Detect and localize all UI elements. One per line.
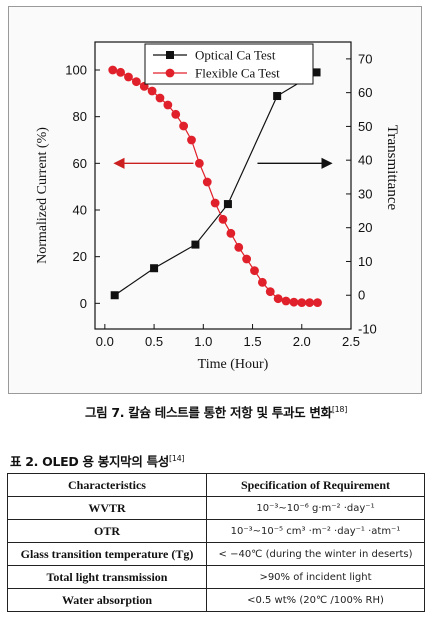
data-point-flexible xyxy=(257,277,267,287)
data-point-optical xyxy=(150,264,159,273)
table-row: WVTR 10⁻³~10⁻⁶ g·m⁻² ·day⁻¹ xyxy=(7,496,425,520)
header-characteristics: Characteristics xyxy=(7,473,207,497)
data-point-flexible xyxy=(108,65,118,75)
data-point-flexible xyxy=(305,298,315,308)
series-line-optical xyxy=(114,71,317,296)
x-tick-label: 1.0 xyxy=(194,334,212,349)
spec-table: Characteristics Specification of Require… xyxy=(7,473,425,612)
figure-caption-ref: [18] xyxy=(331,404,348,414)
row-value-glass-transition: < −40℃ (during the winter in deserts) xyxy=(206,542,425,566)
row-name-wvtr: WVTR xyxy=(7,496,207,520)
data-point-flexible xyxy=(218,214,228,224)
table-row: OTR 10⁻³~10⁻⁵ cm³ ·m⁻² ·day⁻¹ ·atm⁻¹ xyxy=(7,519,425,543)
table-header-row: Characteristics Specification of Require… xyxy=(7,473,425,497)
data-point-flexible xyxy=(210,198,220,208)
legend-box xyxy=(144,43,314,85)
y-tick-label: 100 xyxy=(65,63,87,78)
data-point-flexible xyxy=(194,158,204,168)
header-specification: Specification of Requirement xyxy=(206,473,425,497)
row-name-light-transmission: Total light transmission xyxy=(7,565,207,589)
data-point-optical xyxy=(312,68,321,77)
data-point-flexible xyxy=(124,72,133,82)
data-point-flexible xyxy=(226,228,236,238)
data-point-flexible xyxy=(313,298,322,308)
y-tick-label: 0 xyxy=(80,296,87,311)
legend-marker-flexible xyxy=(165,68,175,78)
data-point-flexible xyxy=(187,135,196,145)
y2-tick-label: 30 xyxy=(358,186,372,201)
figure-caption-text: 그림 7. 칼슘 테스트를 통한 저항 및 투과도 변화 xyxy=(84,405,332,420)
data-point-flexible xyxy=(297,298,307,308)
y2-tick-label: 60 xyxy=(358,85,372,100)
data-point-flexible xyxy=(171,109,181,119)
figure-caption: 그림 7. 칼슘 테스트를 통한 저항 및 투과도 변화[18] xyxy=(0,402,432,421)
y2-tick-label: 50 xyxy=(358,119,372,134)
row-name-water-absorption: Water absorption xyxy=(7,588,207,612)
data-point-flexible xyxy=(281,296,291,306)
data-point-flexible xyxy=(147,86,157,96)
y2-tick-label: -10 xyxy=(358,322,377,337)
row-name-otr: OTR xyxy=(7,519,207,543)
row-value-wvtr: 10⁻³~10⁻⁶ g·m⁻² ·day⁻¹ xyxy=(206,496,425,520)
x-tick-label: 0.5 xyxy=(145,334,163,349)
y2-tick-label: 0 xyxy=(358,288,365,303)
data-point-flexible xyxy=(273,294,283,304)
legend-label-optical: Optical Ca Test xyxy=(195,48,276,63)
data-point-flexible xyxy=(250,266,259,276)
y-tick-label: 60 xyxy=(73,156,87,171)
data-point-flexible xyxy=(179,121,189,131)
row-value-light-transmission: >90% of incident light xyxy=(206,565,425,589)
legend-marker-optical xyxy=(166,51,174,59)
row-value-otr: 10⁻³~10⁻⁵ cm³ ·m⁻² ·day⁻¹ ·atm⁻¹ xyxy=(206,519,425,543)
y-tick-label: 80 xyxy=(73,109,87,124)
data-point-optical xyxy=(191,240,200,249)
chart: 0.0 0.5 1.0 1.5 2.0 2.5 0 20 40 60 80 100 -10 0 10 20 30… xyxy=(35,41,400,372)
row-value-water-absorption: <0.5 wt% (20℃ /100% RH) xyxy=(206,588,425,612)
y-tick-label: 20 xyxy=(73,249,87,264)
data-point-flexible xyxy=(202,177,212,187)
y2-tick-label: 70 xyxy=(358,51,372,66)
y2-tick-label: 20 xyxy=(358,220,372,235)
table-row: Water absorption <0.5 wt% (20℃ /100% RH) xyxy=(7,588,425,612)
table-title-text: 표 2. OLED 용 봉지막의 특성 xyxy=(10,454,170,469)
plot-area xyxy=(94,41,352,330)
data-point-optical xyxy=(223,200,232,209)
table-title: 표 2. OLED 용 봉지막의 특성[14] xyxy=(10,451,185,470)
data-point-flexible xyxy=(131,77,141,87)
data-point-flexible xyxy=(265,287,275,297)
y2-tick-label: 40 xyxy=(358,153,372,168)
data-point-flexible xyxy=(116,67,125,77)
table-row: Glass transition temperature (Tg) < −40℃… xyxy=(7,542,425,566)
x-axis-label: Time (Hour) xyxy=(198,357,269,372)
y-tick-label: 40 xyxy=(73,203,87,218)
data-point-flexible xyxy=(289,297,299,307)
legend-label-flexible: Flexible Ca Test xyxy=(195,66,280,81)
x-tick-label: 2.0 xyxy=(293,334,311,349)
y2-axis-label: Transmittance xyxy=(384,125,400,211)
data-point-optical xyxy=(273,92,282,101)
series-line-flexible xyxy=(112,69,318,304)
x-tick-label: 2.5 xyxy=(342,334,360,349)
x-tick-label: 1.5 xyxy=(243,334,261,349)
y2-tick-label: 10 xyxy=(358,254,372,269)
data-point-optical xyxy=(110,291,119,300)
data-point-flexible xyxy=(234,242,244,252)
table-title-ref: [14] xyxy=(169,453,185,463)
x-tick-label: 0.0 xyxy=(96,334,114,349)
data-point-flexible xyxy=(155,93,165,103)
data-point-flexible xyxy=(163,100,173,110)
data-point-flexible xyxy=(242,254,252,264)
y-axis-label: Normalized Current (%) xyxy=(35,127,50,264)
table-row: Total light transmission >90% of inciden… xyxy=(7,565,425,589)
row-name-glass-transition: Glass transition temperature (Tg) xyxy=(7,542,207,566)
